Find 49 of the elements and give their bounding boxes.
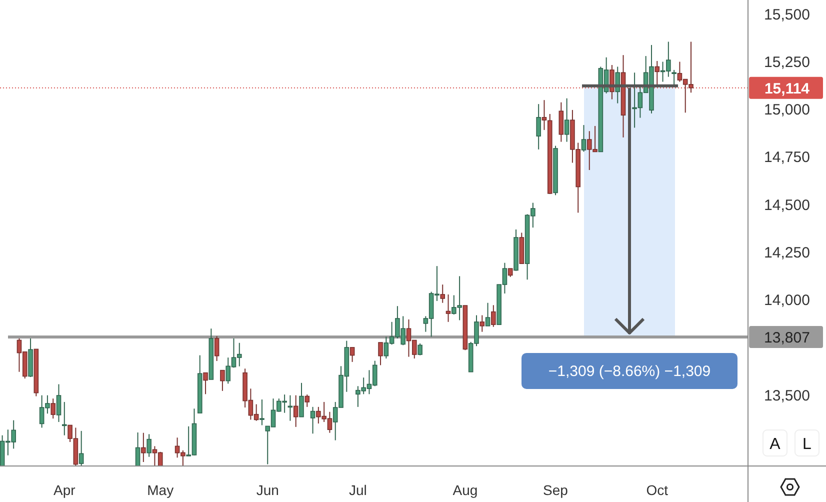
candlestick <box>62 401 67 436</box>
candlestick <box>480 314 485 332</box>
candlestick <box>418 342 422 356</box>
candlestick <box>141 432 146 462</box>
y-tick-label: 13,500 <box>764 387 810 404</box>
y-tick-label: 14,250 <box>764 244 810 262</box>
candlestick <box>610 64 614 100</box>
x-tick-label: Oct <box>646 482 668 498</box>
candlestick <box>485 302 490 326</box>
candlestick <box>536 104 541 150</box>
candlestick <box>491 304 496 328</box>
candlestick <box>56 384 62 422</box>
y-tick-label: 15,250 <box>764 54 810 71</box>
x-tick-label: Sep <box>543 482 568 498</box>
candlestick <box>446 294 451 322</box>
candlestick <box>558 102 564 142</box>
candlestick <box>214 336 220 362</box>
candlestick <box>203 372 208 395</box>
x-tick-label: Jul <box>348 482 367 498</box>
ref-line-label: 15,114 <box>764 80 810 98</box>
x-tick-label: Aug <box>452 482 478 498</box>
x-tick-label: Jun <box>256 482 279 498</box>
candlestick <box>299 382 304 418</box>
candlestick <box>310 406 316 434</box>
candlestick <box>220 370 225 392</box>
x-tick-label: Apr <box>53 482 76 498</box>
candlestick <box>672 69 676 86</box>
candlestick <box>293 394 298 428</box>
candlestick <box>146 434 152 458</box>
y-tick-label: 14,000 <box>764 292 810 310</box>
y-tick-label: 15,500 <box>764 6 810 24</box>
candlestick <box>440 284 446 304</box>
text: A <box>770 436 781 453</box>
candlestick <box>304 394 310 408</box>
candlestick <box>581 124 586 152</box>
candlestick <box>135 432 140 466</box>
ref-line-label: 13,807 <box>764 329 810 346</box>
candlestick <box>564 98 570 142</box>
candlestick <box>378 342 383 366</box>
x-tick-label: May <box>147 482 174 498</box>
candlestick <box>260 398 264 426</box>
y-tick-label: 15,000 <box>764 102 810 119</box>
y-tick-label: 14,750 <box>764 149 810 166</box>
annotation: −1,309 (−8.66%) −1,309 <box>548 362 711 380</box>
candlestick <box>78 430 84 466</box>
candlestick <box>350 346 355 362</box>
text: L <box>802 436 812 453</box>
y-tick-label: 14,500 <box>764 196 810 214</box>
candlestick <box>50 398 56 420</box>
